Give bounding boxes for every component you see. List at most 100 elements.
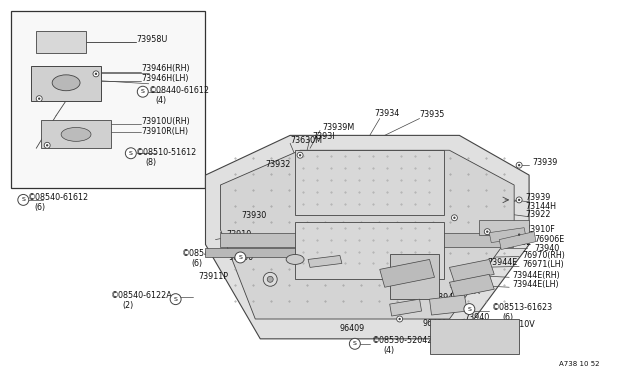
Circle shape [399, 318, 401, 320]
Polygon shape [220, 150, 514, 319]
Text: (8): (8) [146, 158, 157, 167]
Circle shape [138, 86, 148, 97]
Text: 73930: 73930 [241, 211, 267, 220]
Circle shape [518, 199, 520, 201]
Text: A738 10 52: A738 10 52 [559, 361, 600, 367]
Circle shape [93, 71, 99, 77]
Text: S: S [239, 255, 243, 260]
Text: 73932: 73932 [506, 238, 532, 247]
Text: ©08540-6122A: ©08540-6122A [111, 291, 173, 300]
Polygon shape [41, 121, 111, 148]
Text: 73911P: 73911P [198, 272, 228, 281]
Text: 73940: 73940 [534, 244, 559, 253]
Text: 73940: 73940 [465, 312, 490, 321]
Circle shape [44, 142, 50, 148]
Circle shape [170, 294, 181, 305]
Text: S: S [21, 198, 25, 202]
Text: 73939: 73939 [532, 158, 557, 167]
Text: 73946H(LH): 73946H(LH) [142, 74, 189, 83]
Circle shape [516, 197, 522, 203]
Text: 73939M: 73939M [322, 123, 355, 132]
Circle shape [518, 164, 520, 166]
Text: 96409: 96409 [340, 324, 365, 333]
Circle shape [349, 339, 360, 349]
Circle shape [297, 152, 303, 158]
Text: ©08540-61612: ©08540-61612 [28, 193, 90, 202]
Text: 76906E: 76906E [534, 235, 564, 244]
Text: 73630M: 73630M [290, 136, 322, 145]
Ellipse shape [52, 75, 80, 91]
Circle shape [36, 96, 42, 102]
Text: 73910F: 73910F [525, 225, 555, 234]
Text: 73944E(LH): 73944E(LH) [512, 280, 559, 289]
Ellipse shape [61, 128, 91, 141]
Circle shape [516, 162, 522, 168]
Text: 73910: 73910 [227, 230, 252, 239]
Text: 73939: 73939 [525, 193, 550, 202]
Polygon shape [220, 232, 513, 247]
Text: 73934: 73934 [375, 109, 400, 118]
Circle shape [486, 231, 488, 233]
Polygon shape [390, 254, 440, 299]
Polygon shape [36, 31, 86, 53]
Text: 76971(LH): 76971(LH) [522, 260, 564, 269]
Text: 73935: 73935 [420, 110, 445, 119]
Text: 73958U: 73958U [137, 35, 168, 44]
Text: (4): (4) [156, 96, 167, 105]
Text: 73911: 73911 [246, 238, 271, 247]
Text: 73944E(RH): 73944E(RH) [512, 271, 560, 280]
Text: ©08530-52042: ©08530-52042 [372, 336, 433, 345]
Circle shape [453, 217, 456, 219]
Polygon shape [499, 232, 536, 250]
Text: 73940F: 73940F [433, 293, 463, 302]
Polygon shape [429, 295, 467, 315]
Text: (2): (2) [123, 301, 134, 310]
Polygon shape [429, 319, 519, 354]
Text: ©08513-61623: ©08513-61623 [492, 302, 554, 312]
Circle shape [125, 148, 136, 159]
Text: 73922: 73922 [525, 210, 550, 219]
Polygon shape [380, 259, 435, 287]
Polygon shape [295, 222, 444, 279]
Polygon shape [489, 228, 526, 243]
Text: ©08540-51612: ©08540-51612 [182, 249, 243, 258]
Text: S: S [129, 151, 132, 156]
Text: 7393l: 7393l [312, 132, 335, 141]
Circle shape [516, 232, 522, 238]
Polygon shape [390, 299, 422, 316]
Circle shape [397, 316, 403, 322]
Circle shape [235, 252, 246, 263]
Polygon shape [449, 274, 494, 297]
Text: 73965: 73965 [342, 250, 367, 259]
Bar [12, 11, 205, 188]
Circle shape [464, 304, 475, 315]
Text: S: S [467, 307, 471, 312]
Text: 73144H: 73144H [525, 202, 556, 211]
Text: 73946H(RH): 73946H(RH) [142, 64, 191, 73]
Text: 96400: 96400 [228, 253, 253, 262]
Text: 73932: 73932 [265, 160, 291, 169]
Text: 73944E: 73944E [487, 258, 518, 267]
Polygon shape [449, 259, 494, 282]
Text: S: S [353, 341, 356, 346]
Text: 73910V: 73910V [504, 320, 535, 330]
Circle shape [518, 234, 520, 236]
Circle shape [451, 215, 458, 221]
Polygon shape [31, 66, 101, 101]
Circle shape [299, 154, 301, 156]
Text: ©08440-61612: ©08440-61612 [148, 86, 210, 95]
Circle shape [268, 276, 273, 282]
Circle shape [38, 97, 40, 100]
Circle shape [95, 73, 97, 75]
Text: (6): (6) [35, 203, 45, 212]
Circle shape [18, 195, 29, 205]
Circle shape [484, 229, 490, 235]
Polygon shape [205, 247, 390, 257]
Text: 73910R(LH): 73910R(LH) [142, 127, 189, 136]
Polygon shape [205, 135, 529, 339]
Text: (6): (6) [191, 259, 203, 268]
Text: S: S [173, 296, 177, 302]
Polygon shape [295, 150, 444, 215]
Text: ©08510-51612: ©08510-51612 [136, 148, 197, 157]
Polygon shape [479, 220, 529, 235]
